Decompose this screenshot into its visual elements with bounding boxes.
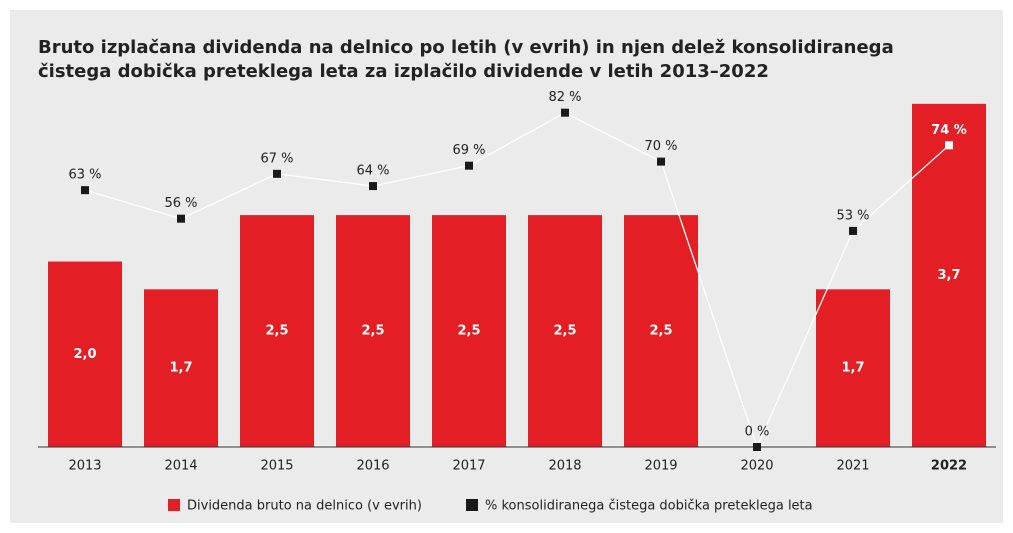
- line-label: 74 %: [931, 123, 967, 138]
- bar-label: 2,5: [265, 324, 288, 339]
- bar: [144, 289, 218, 447]
- line-label: 69 %: [452, 143, 485, 158]
- bar-label: 2,5: [457, 324, 480, 339]
- line-marker: [273, 169, 281, 178]
- bar-label: 2,5: [553, 324, 576, 339]
- bar: [528, 215, 602, 447]
- bar: [432, 215, 506, 447]
- line: [84, 111, 950, 449]
- bar-label: 2,5: [361, 324, 384, 339]
- line-label: 0 %: [745, 425, 770, 440]
- bar: [624, 215, 698, 447]
- bar: [912, 103, 986, 447]
- line-label: 67 %: [260, 151, 293, 166]
- line-marker: [945, 141, 953, 150]
- bar-label: 2,0: [73, 347, 96, 362]
- x-tick-label: 2015: [260, 459, 293, 474]
- bar-label: 3,7: [937, 268, 960, 283]
- x-tick-label: 2013: [68, 459, 101, 474]
- legend-label: % konsolidiranega čistega dobička pretek…: [485, 499, 813, 514]
- line-label: 64 %: [356, 164, 389, 179]
- line-marker: [81, 186, 89, 195]
- line-label: 56 %: [164, 196, 197, 211]
- x-tick-label: 2022: [931, 459, 967, 474]
- x-tick-label: 2018: [548, 459, 581, 474]
- line-marker: [753, 443, 761, 451]
- bar: [816, 289, 890, 447]
- chart-title: čistega dobička preteklega leta za izpla…: [38, 61, 769, 82]
- legend-swatch: [168, 499, 180, 511]
- x-tick-label: 2014: [164, 459, 197, 474]
- bar: [48, 261, 122, 447]
- bar-label: 1,7: [841, 361, 864, 376]
- line-marker: [369, 182, 377, 191]
- x-tick-label: 2019: [644, 459, 677, 474]
- bar: [240, 215, 314, 447]
- line-marker: [177, 214, 185, 223]
- line-marker: [849, 226, 857, 235]
- legend-label: Dividenda bruto na delnico (v evrih): [187, 499, 422, 514]
- x-tick-label: 2020: [740, 459, 773, 474]
- bar-label: 2,5: [649, 324, 672, 339]
- x-tick-label: 2016: [356, 459, 389, 474]
- line-marker: [657, 157, 665, 166]
- bar: [336, 215, 410, 447]
- line-marker: [561, 108, 569, 117]
- line-marker: [465, 161, 473, 170]
- legend-swatch: [466, 499, 478, 511]
- line-label: 70 %: [644, 139, 677, 154]
- line-label: 63 %: [68, 168, 101, 183]
- line-label: 53 %: [836, 208, 869, 223]
- chart-title: Bruto izplačana dividenda na delnico po …: [38, 37, 894, 58]
- bar-label: 1,7: [169, 361, 192, 376]
- x-tick-label: 2021: [836, 459, 869, 474]
- x-tick-label: 2017: [452, 459, 485, 474]
- line-label: 82 %: [548, 90, 581, 105]
